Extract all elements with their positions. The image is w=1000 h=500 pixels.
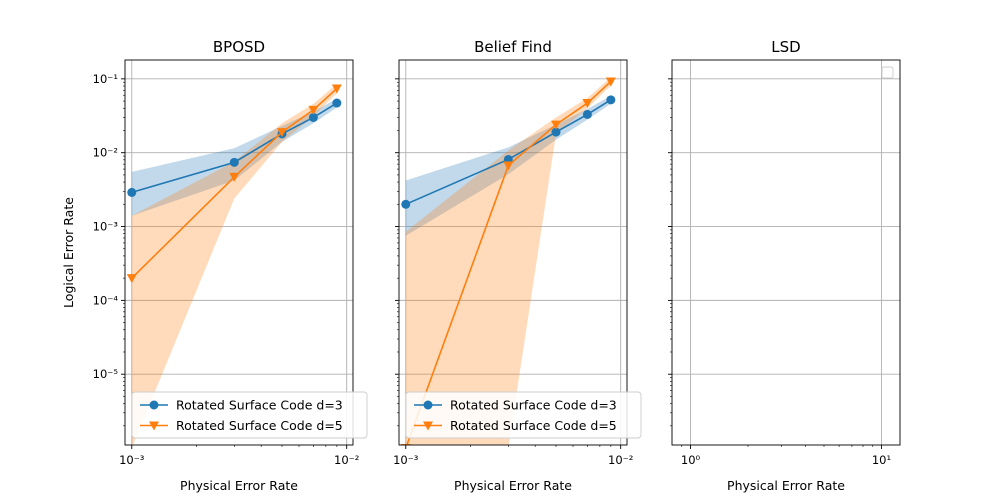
subplot-title: LSD [771,38,800,56]
legend-marker [423,400,433,410]
legend-label: Rotated Surface Code d=5 [176,418,343,433]
axes-frame [398,59,628,446]
x-tick-label: 10⁻³ [393,453,419,467]
plot-area [126,84,342,445]
data-point [551,127,561,137]
y-tick-label: 10⁻⁵ [93,367,119,381]
data-point [126,274,137,284]
data-point [127,187,137,197]
legend-box [131,391,368,439]
legend-label: Rotated Surface Code d=5 [450,418,617,433]
x-axis-label: Physical Error Rate [180,478,298,493]
subplot-title: Belief Find [474,38,552,56]
data-point [582,109,592,119]
subplot-2: 10⁻³ 10⁻² Belief Find Physical Error Rate Ro… [393,38,642,493]
legend-marker [149,400,159,410]
x-axis-label: Physical Error Rate [727,478,845,493]
data-point [332,98,342,108]
legend-label: Rotated Surface Code d=3 [450,398,617,413]
data-point [229,157,239,167]
legend-marker [423,421,433,431]
axes-frame [671,59,901,446]
legend-marker [149,421,159,431]
data-point [308,105,319,115]
y-tick-label: 10⁻² [93,146,118,160]
legend: Rotated Surface Code d=3 Rotated Surface … [405,391,642,439]
confidence-band [405,77,611,445]
data-point [308,112,318,122]
data-point [276,128,287,138]
x-tick-label: 10¹ [872,453,891,467]
y-tick-label: 10⁻⁴ [93,293,119,307]
data-point [331,84,342,94]
data-point [605,77,616,87]
legend [881,66,894,79]
y-axis-label: Logical Error Rate [61,197,76,308]
legend: Rotated Surface Code d=3 Rotated Surface … [131,391,368,439]
legend-label: Rotated Surface Code d=3 [176,398,343,413]
data-point [582,99,593,109]
y-tick-label: 10⁻¹ [93,72,118,86]
x-tick-label: 10⁻² [334,453,359,467]
subplot-title: BPOSD [213,38,265,56]
legend-box [881,66,894,79]
data-point [606,95,616,105]
plot-area [400,77,616,445]
data-point [229,172,240,182]
x-tick-label: 10⁻² [608,453,633,467]
legend-box [405,391,642,439]
data-point [401,199,411,209]
data-point [503,161,514,171]
confidence-band [131,98,337,216]
data-point [550,120,561,130]
confidence-band [131,84,337,445]
x-tick-label: 10⁻³ [119,453,145,467]
x-axis-label: Physical Error Rate [454,478,572,493]
subplot-3: 10⁰ 10¹ LSD Physical Error Rate [668,38,901,493]
y-tick-label: 10⁻³ [93,220,119,234]
axes-frame [124,59,354,446]
x-tick-label: 10⁰ [681,453,701,467]
subplot-1: 10⁻³ 10⁻² 10⁻⁵ 10⁻⁴ 10⁻³ 10⁻² 10⁻¹ BPOSD Physica… [61,38,368,493]
